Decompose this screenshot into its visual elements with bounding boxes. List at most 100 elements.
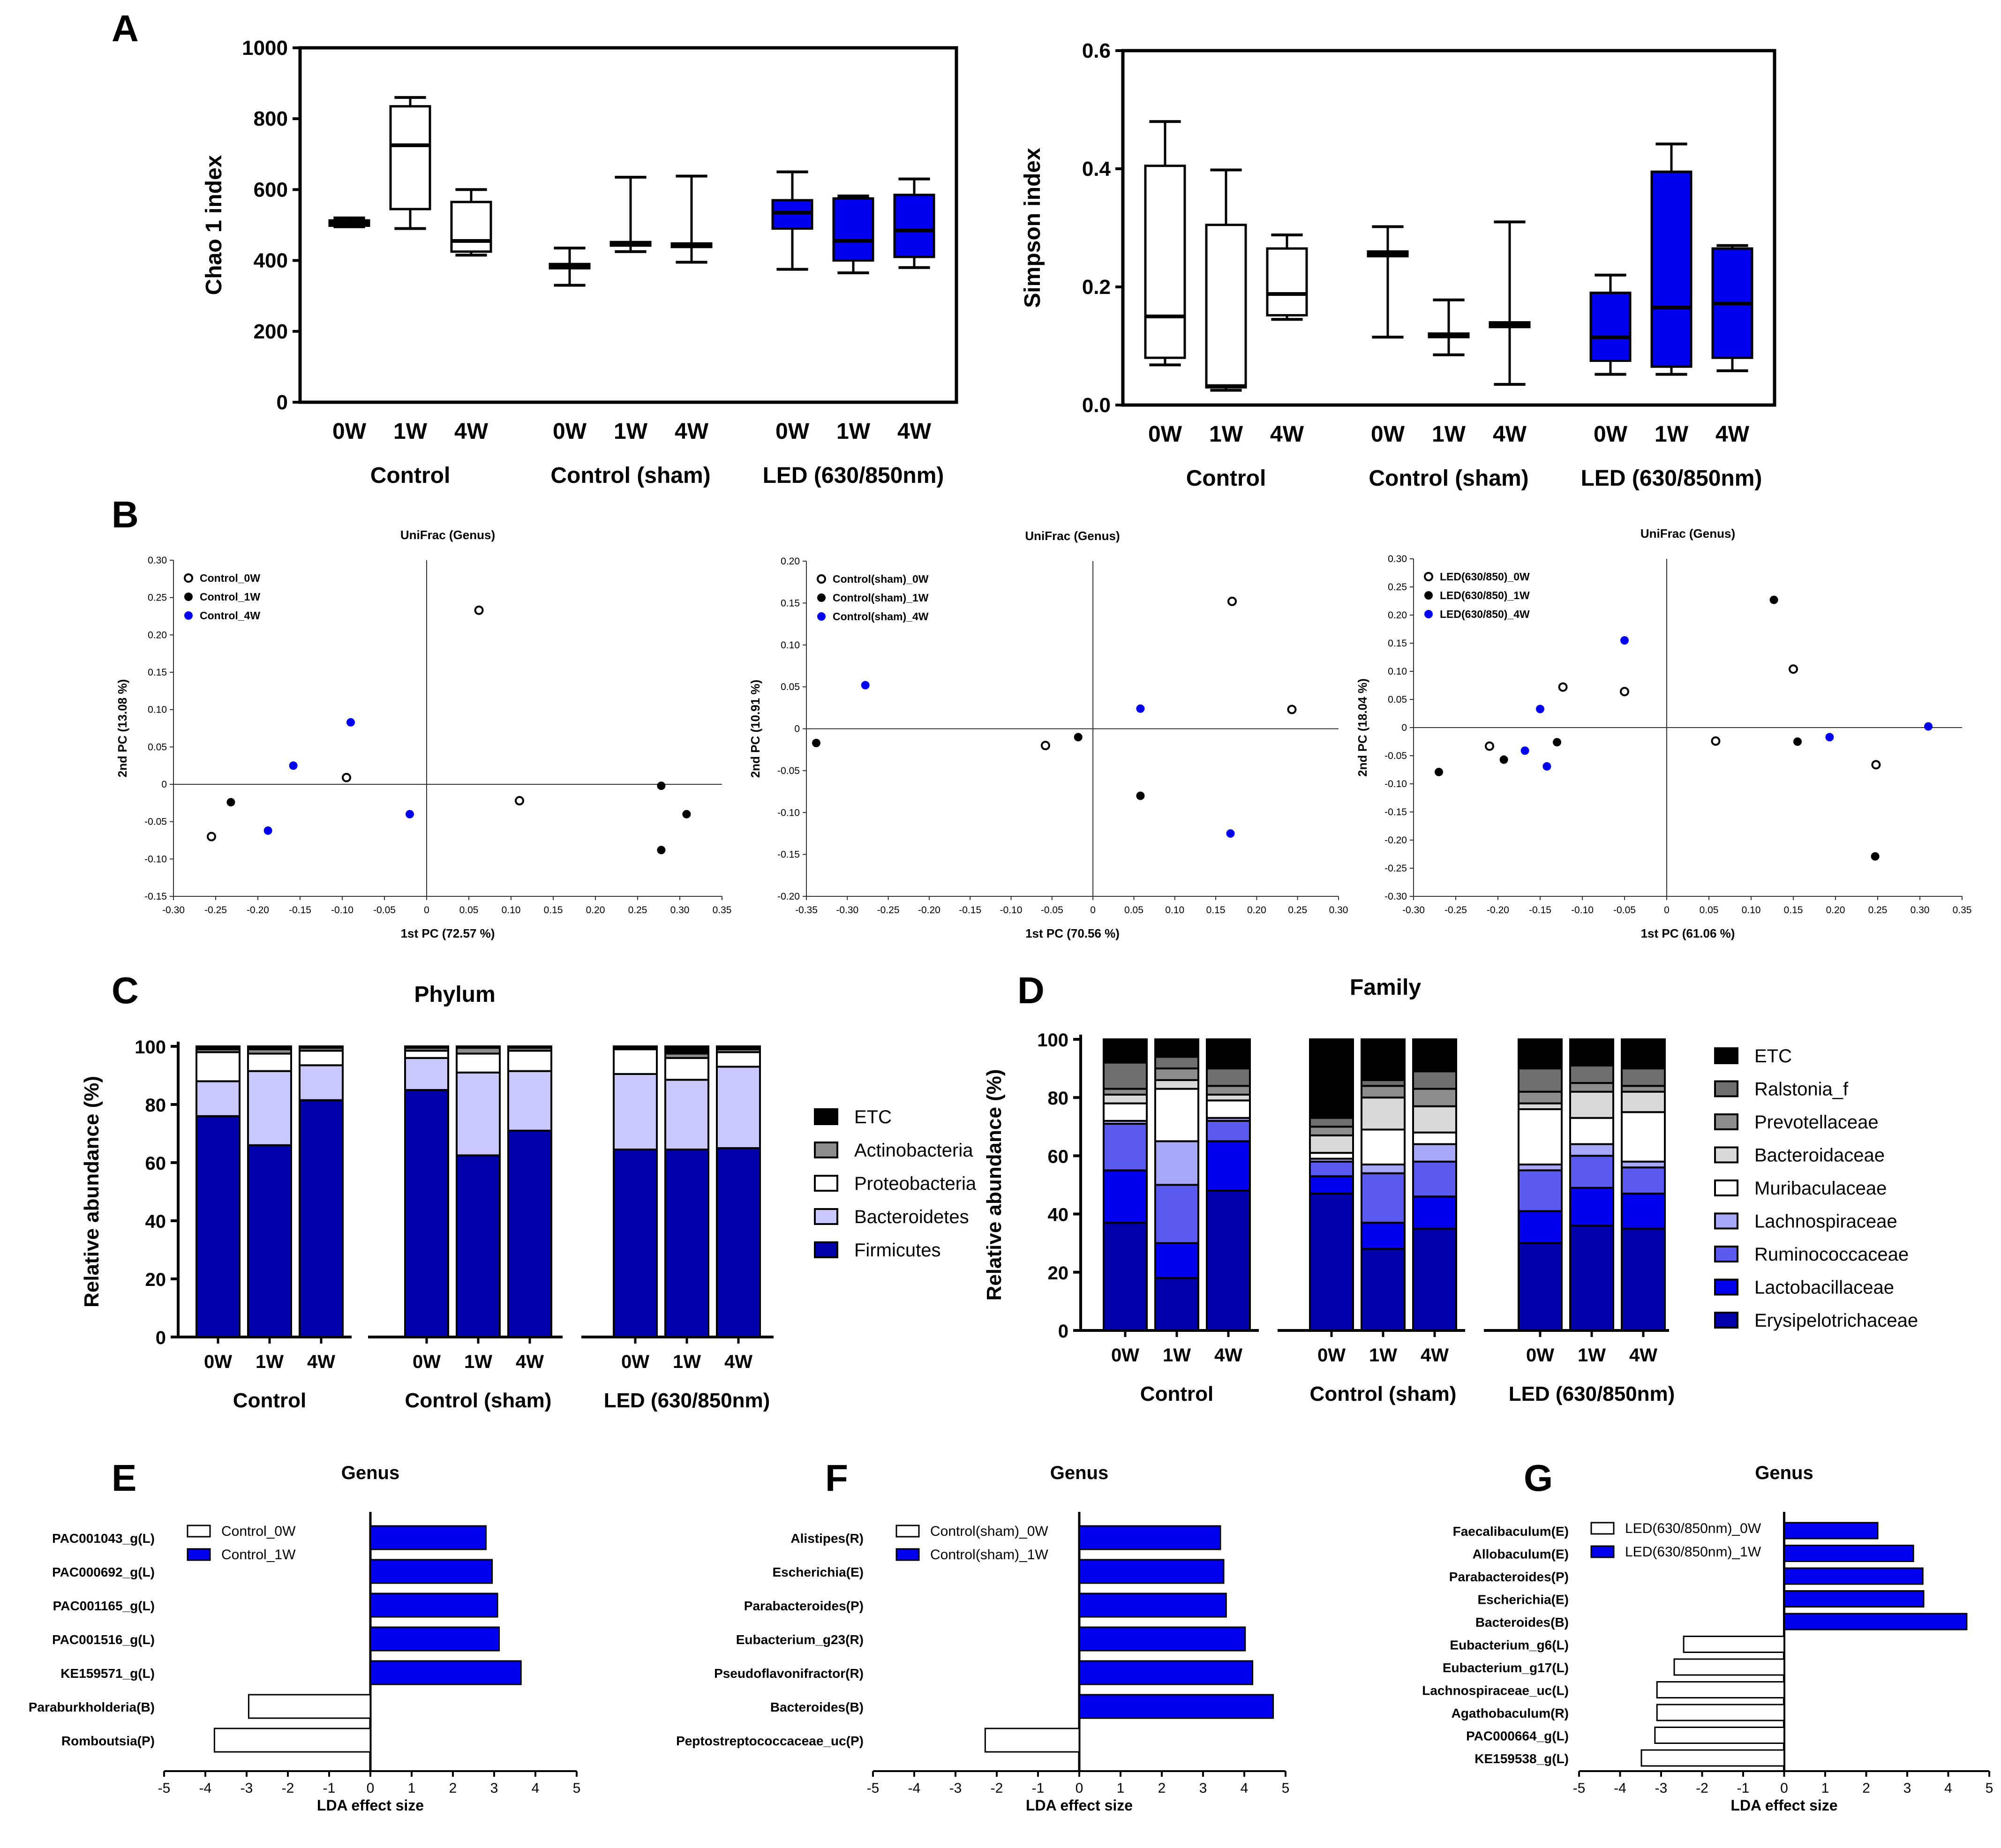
y-tick-label: 0.2: [1082, 276, 1111, 299]
lda-bar: [248, 1694, 371, 1719]
x-tick-label: 1: [408, 1780, 416, 1796]
chart-title: UniFrac (Genus): [1025, 529, 1120, 543]
category-label: Bacteroides(B): [1475, 1615, 1569, 1630]
bar-segment: [404, 1089, 449, 1338]
bar-segment: [1361, 1038, 1406, 1081]
bar-segment: [1361, 1222, 1406, 1250]
x-tick-label: 0W: [413, 1352, 441, 1372]
x-tick-label: 0W: [1594, 422, 1628, 447]
x-tick-label: -4: [1614, 1780, 1626, 1796]
x-tick-label: 4: [1944, 1780, 1952, 1796]
category-label: KE159571_g(L): [60, 1666, 155, 1681]
legend-label: Control(sham)_1W: [930, 1547, 1048, 1563]
y-axis-label: 2nd PC (18.04 %): [1355, 678, 1369, 777]
box-item: [1144, 120, 1186, 367]
scatter-series: [207, 605, 524, 841]
scatter-point: [1825, 733, 1834, 742]
x-tick-label: -4: [199, 1780, 212, 1796]
legend-label: Control_0W: [200, 572, 260, 584]
scatter-point: [1485, 741, 1494, 751]
category-label: PAC001516_g(L): [52, 1632, 155, 1647]
scatter-series: [861, 681, 1235, 838]
legend-label: Lachnospiraceae: [1754, 1211, 1897, 1232]
scatter-point: [1793, 737, 1802, 746]
bar-segment: [1206, 1085, 1251, 1096]
bar-segment: [1518, 1090, 1563, 1104]
box-item: [670, 174, 713, 264]
x-tick-label: 0.35: [713, 905, 732, 916]
y-axis-label: 2nd PC (10.91 %): [748, 680, 762, 778]
bar-segment: [507, 1070, 552, 1132]
bar-segment: [1154, 1277, 1199, 1331]
lda-bar: [1078, 1694, 1274, 1719]
x-tick-label: -1: [1737, 1780, 1750, 1796]
legend-swatch: [187, 1525, 211, 1538]
panel-label-f: F: [825, 1457, 848, 1499]
y-tick-label: -0.15: [144, 891, 167, 902]
scatter-point: [207, 832, 216, 841]
bar-segment: [1361, 1248, 1406, 1332]
x-tick-label: 3: [1903, 1780, 1911, 1796]
bar-segment: [404, 1050, 449, 1059]
y-tick-label: 40: [145, 1211, 166, 1232]
x-tick-label: 2: [1862, 1780, 1870, 1796]
bar-segment: [1412, 1088, 1457, 1107]
panel-b-led-pcoa: UniFrac (Genus) -0.30 -0.25 -0.20 -0.15 -0.10…: [1355, 526, 1971, 940]
category-label: Lachnospiraceae_uc(L): [1422, 1683, 1569, 1698]
box-item: [1205, 168, 1247, 392]
bar-segment: [1412, 1195, 1457, 1230]
x-tick-label: -0.05: [1613, 905, 1636, 916]
x-tick-label: -0.15: [959, 905, 981, 916]
stacked-bar: [404, 1045, 449, 1338]
y-tick-label: -0.20: [1384, 835, 1407, 846]
x-tick-label: 1W: [614, 419, 648, 444]
legend-label: Bacteroidaceae: [1754, 1145, 1885, 1166]
x-tick-label: -5: [867, 1780, 880, 1796]
x-tick-label: 0: [1664, 905, 1670, 916]
lda-bar: [1640, 1749, 1785, 1767]
x-tick-label: 0.15: [1206, 905, 1226, 916]
scatter-point: [1711, 736, 1721, 746]
bar-segment: [1361, 1164, 1406, 1174]
bar-segment: [1412, 1070, 1457, 1090]
box-iqr: [1650, 170, 1693, 368]
bar-segment: [1206, 1038, 1251, 1070]
scatter-series: [1435, 595, 1880, 861]
x-tick-label: 5: [1986, 1780, 1993, 1796]
bar-segment: [1309, 1117, 1354, 1128]
x-tick-label: 1: [1821, 1780, 1829, 1796]
y-tick-label: 80: [1048, 1088, 1069, 1109]
group-label: Control: [1140, 1382, 1213, 1405]
y-tick-label: -0.20: [777, 891, 800, 902]
x-tick-label: -5: [1573, 1780, 1586, 1796]
bar-segment: [716, 1147, 761, 1338]
category-label: Escherichia(E): [1477, 1593, 1569, 1607]
legend-label: Control(sham)_0W: [833, 573, 929, 585]
category-label: PAC000692_g(L): [52, 1565, 155, 1579]
x-tick-label: 4W: [307, 1352, 335, 1372]
scatter-point: [1789, 664, 1798, 674]
chart-title: Family: [1350, 975, 1421, 1000]
panel-g-lefse-chart: Genus -5 -4 -3 -2 -1 0 1 2 3 4 5 LDA effect size Faec…: [1422, 1463, 1993, 1814]
bar-segment: [1518, 1108, 1563, 1166]
y-axis-label: Chao 1 index: [202, 155, 226, 295]
category-label: Bacteroides(B): [770, 1700, 864, 1714]
bar-segment: [613, 1045, 658, 1049]
panel-label-g: G: [1524, 1457, 1553, 1499]
x-tick-label: 4W: [1270, 422, 1304, 447]
x-tick-label: 0.20: [586, 905, 605, 916]
y-tick-label: 0: [161, 779, 167, 790]
box-item: [1650, 143, 1693, 376]
x-tick-label: 1W: [1369, 1345, 1397, 1366]
plot-frame: [298, 46, 958, 404]
bar-segment: [1154, 1038, 1199, 1058]
y-tick-label: 0: [1401, 722, 1407, 733]
x-tick-label: 0W: [621, 1352, 649, 1372]
group-label: Control: [233, 1389, 306, 1412]
box-item: [389, 96, 431, 230]
lda-bar: [1078, 1626, 1246, 1652]
bar-segment: [507, 1129, 552, 1338]
scatter-point: [1536, 705, 1544, 714]
lda-bar: [1673, 1658, 1785, 1676]
scatter-point: [1226, 829, 1235, 838]
